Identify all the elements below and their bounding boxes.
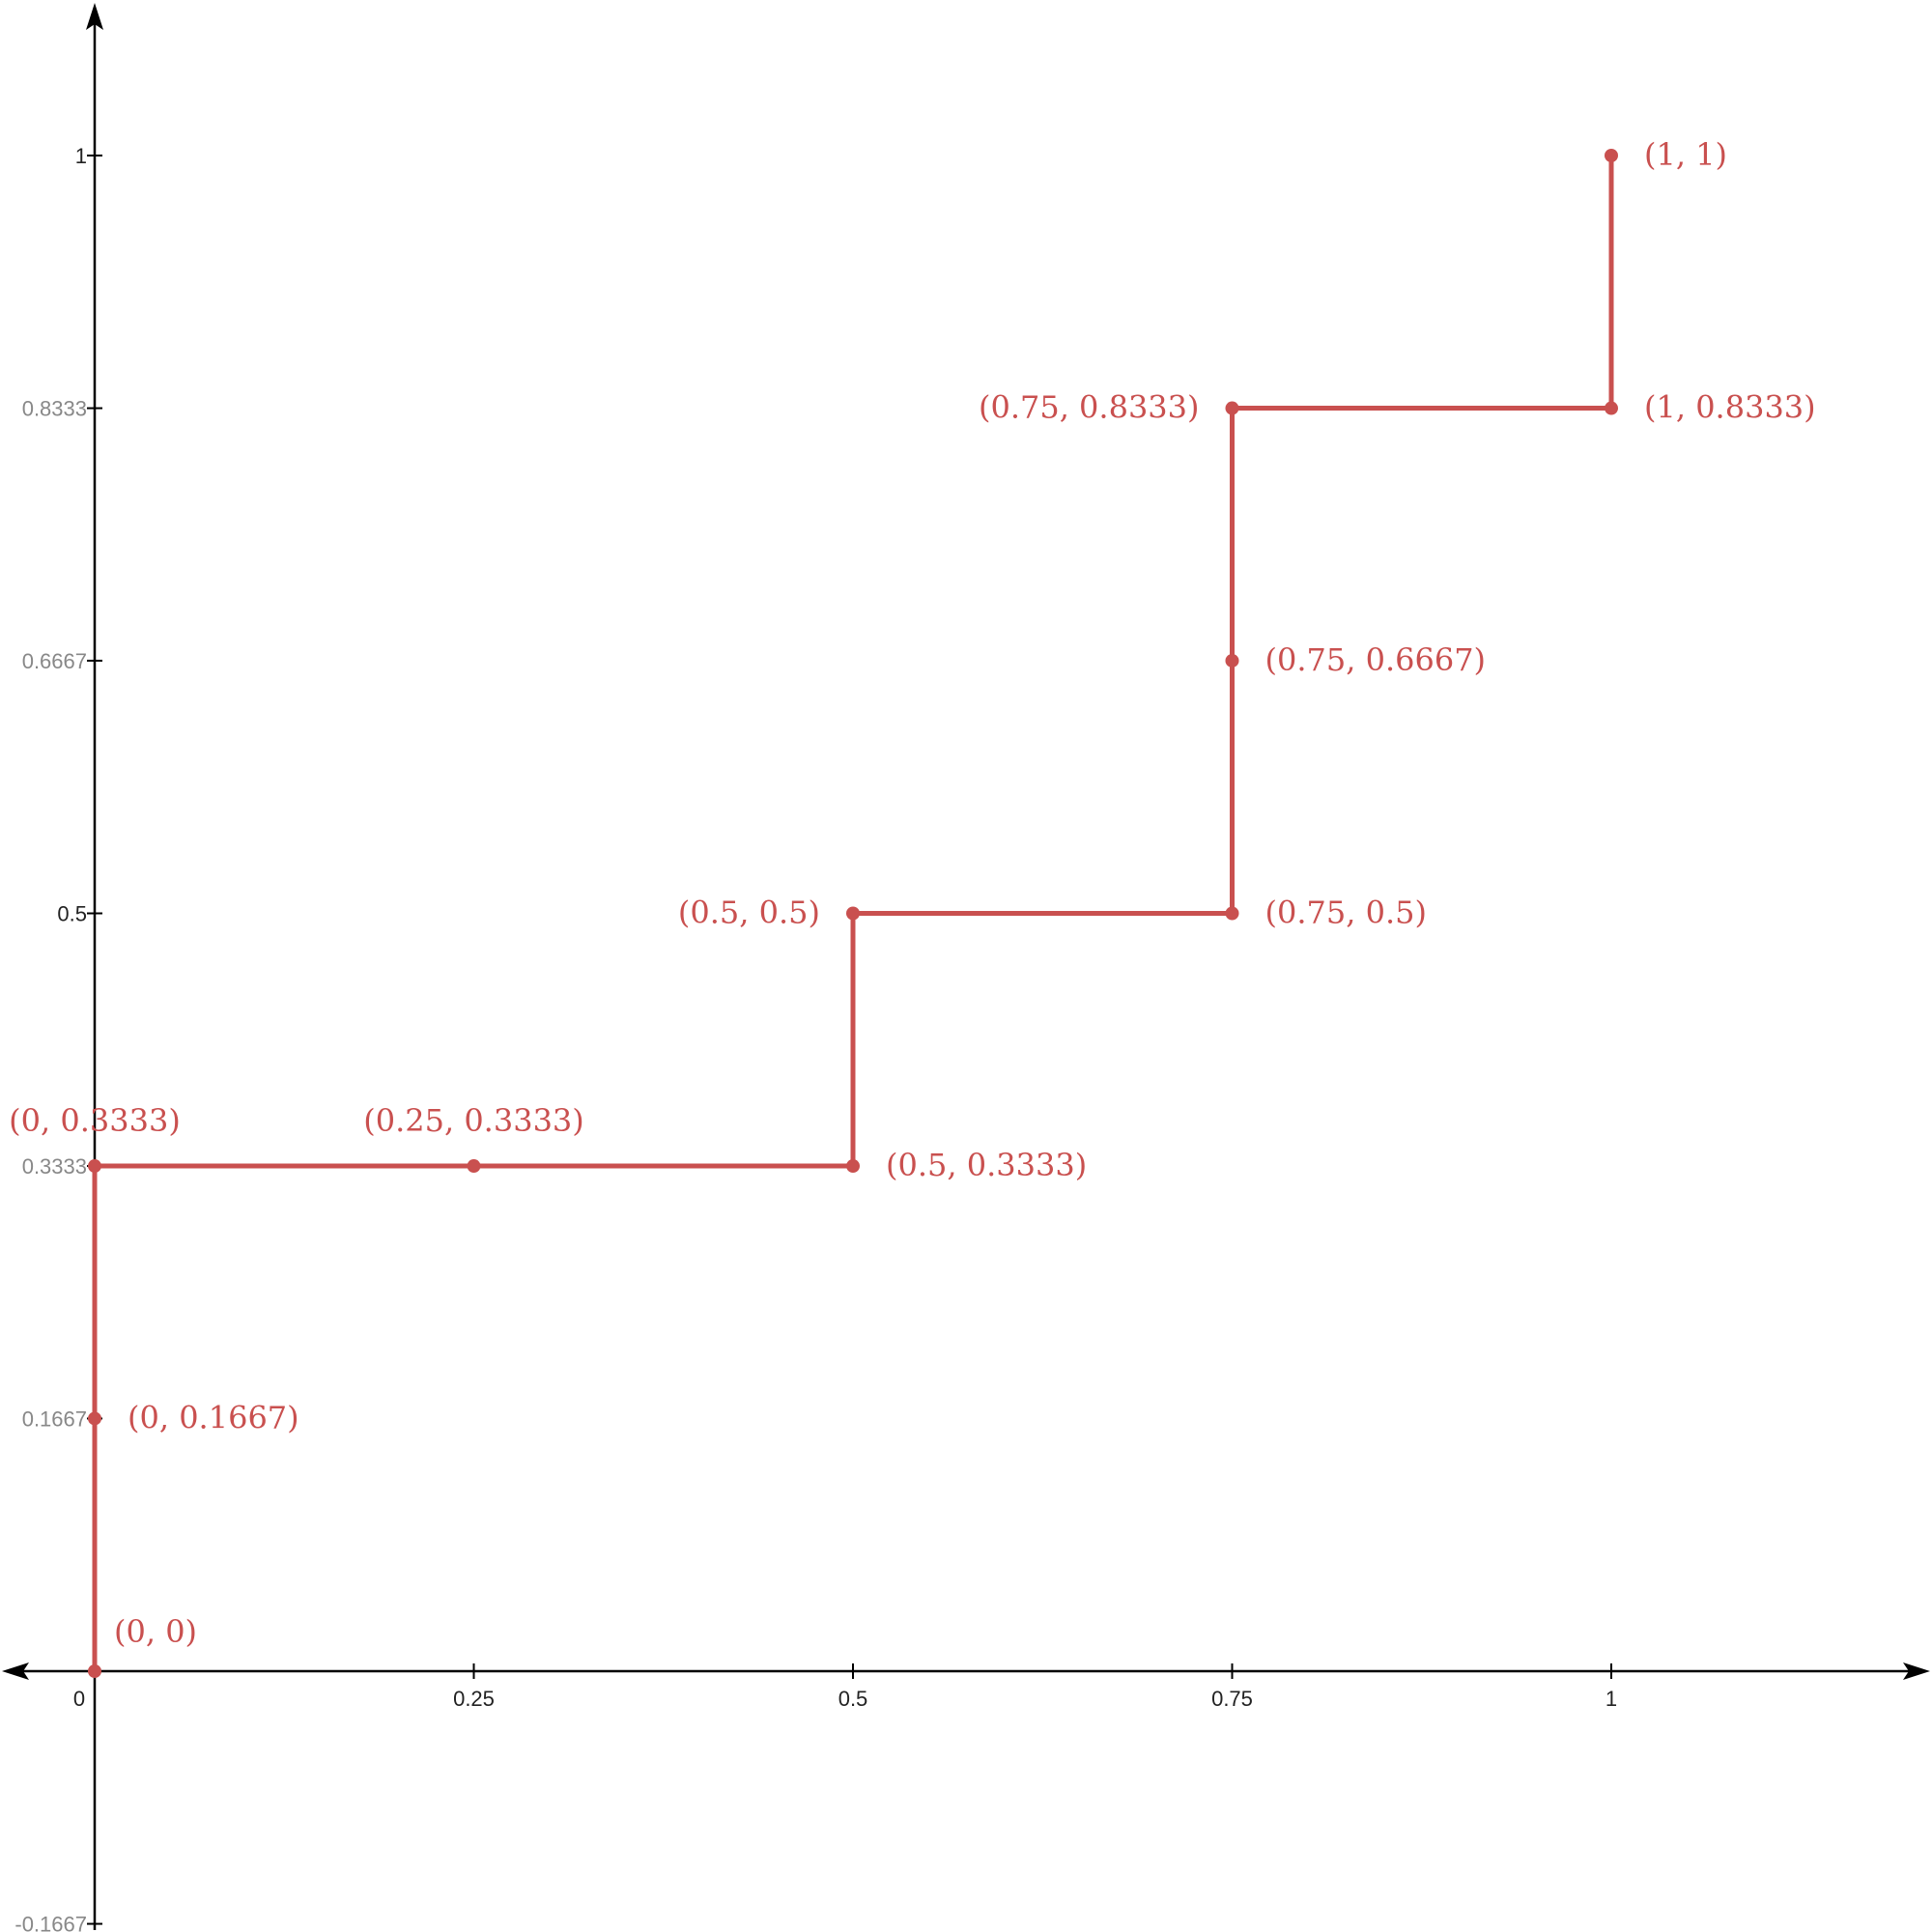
point-label: (0, 0.1667) bbox=[128, 1399, 299, 1435]
data-point bbox=[467, 1159, 481, 1174]
y-tick-label: 0.3333 bbox=[22, 1154, 87, 1179]
data-point bbox=[1605, 149, 1618, 162]
point-label: (0, 0.3333) bbox=[9, 1102, 181, 1139]
data-point bbox=[1225, 401, 1239, 415]
x-tick-label: 0 bbox=[73, 1687, 85, 1711]
point-label: (0.75, 0.6667) bbox=[1265, 641, 1487, 678]
point-label: (1, 1) bbox=[1644, 136, 1727, 173]
data-point bbox=[1605, 401, 1618, 415]
step-line bbox=[92, 156, 1614, 1671]
point-labels: (0, 0) (0, 0.1667) (0, 0.3333) (0.25, 0.333… bbox=[9, 136, 1815, 1650]
y-tick-label: 1 bbox=[75, 144, 87, 168]
point-label: (0.25, 0.3333) bbox=[363, 1102, 584, 1139]
y-tick-label: 0.8333 bbox=[22, 397, 87, 421]
series-layer bbox=[88, 149, 1618, 1678]
data-point bbox=[1225, 653, 1239, 668]
tick-marks: 0 0.25 0.5 0.75 1 -0.1667 0.1667 0.3333 0.5 0.666… bbox=[14, 144, 1617, 1932]
point-label: (0.75, 0.5) bbox=[1265, 895, 1427, 931]
point-label: (1, 0.8333) bbox=[1644, 389, 1816, 426]
y-tick-label: 0.1667 bbox=[22, 1406, 87, 1431]
point-label: (0.5, 0.3333) bbox=[886, 1147, 1087, 1183]
data-point bbox=[1225, 906, 1239, 921]
x-tick-label: 0.75 bbox=[1211, 1687, 1253, 1711]
y-tick-label: -0.1667 bbox=[14, 1913, 87, 1932]
data-point bbox=[846, 1159, 860, 1174]
y-axis-arrow-up bbox=[86, 3, 103, 30]
y-tick-label: 0.6667 bbox=[22, 649, 87, 673]
data-point bbox=[88, 1411, 101, 1426]
x-axis-arrow-right bbox=[1903, 1662, 1930, 1680]
x-axis-arrow-left bbox=[2, 1662, 29, 1680]
data-point bbox=[88, 1664, 101, 1678]
point-label: (0.75, 0.8333) bbox=[979, 389, 1200, 426]
x-tick-label: 0.25 bbox=[453, 1687, 495, 1711]
data-point bbox=[846, 906, 860, 921]
point-label: (0, 0) bbox=[114, 1613, 197, 1650]
point-label: (0.5, 0.5) bbox=[678, 895, 820, 931]
axes bbox=[2, 3, 1930, 1930]
y-tick-label: 0.5 bbox=[57, 902, 87, 926]
x-tick-label: 1 bbox=[1605, 1687, 1617, 1711]
x-tick-label: 0.5 bbox=[838, 1687, 868, 1711]
data-point bbox=[88, 1159, 101, 1174]
